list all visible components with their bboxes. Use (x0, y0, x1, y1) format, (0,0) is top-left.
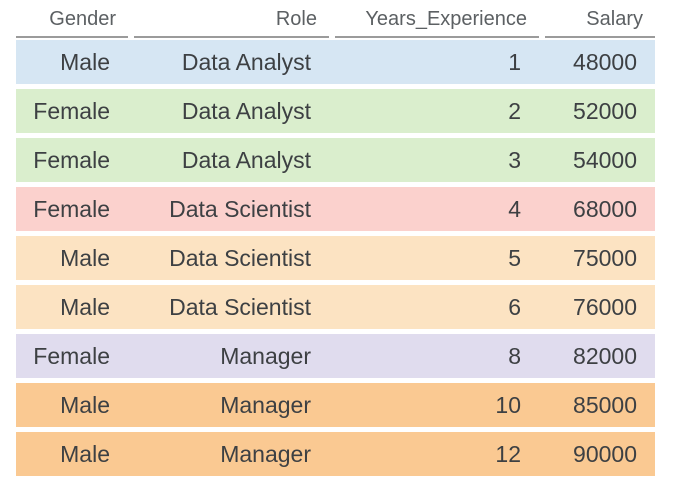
cell-gender: Male (60, 49, 110, 75)
cell-role: Data Analyst (181, 147, 311, 173)
cell-gender: Female (33, 196, 110, 222)
cell-salary: 85000 (573, 392, 637, 418)
table-row: Female Manager 8 82000 (16, 334, 655, 378)
cell-salary: 90000 (573, 441, 637, 467)
cell-salary: 48000 (573, 49, 637, 75)
cell-gender: Male (60, 441, 110, 467)
cell-salary: 68000 (573, 196, 637, 222)
cell-gender: Female (33, 343, 110, 369)
column-header-gender: Gender (16, 0, 128, 38)
cell-years-experience: 12 (495, 441, 521, 467)
table-row: Male Manager 12 90000 (16, 432, 655, 476)
cell-gender: Male (60, 245, 110, 271)
cell-years-experience: 6 (508, 294, 521, 320)
table-row: Female Data Scientist 4 68000 (16, 187, 655, 231)
table-row: Female Data Analyst 3 54000 (16, 138, 655, 182)
cell-years-experience: 5 (508, 245, 521, 271)
cell-salary: 54000 (573, 147, 637, 173)
cell-role: Manager (220, 441, 311, 467)
cell-years-experience: 3 (508, 147, 521, 173)
table-row: Male Manager 10 85000 (16, 383, 655, 427)
cell-gender: Female (33, 98, 110, 124)
table-row: Male Data Scientist 6 76000 (16, 285, 655, 329)
cell-gender: Male (60, 392, 110, 418)
cell-salary: 76000 (573, 294, 637, 320)
cell-years-experience: 1 (508, 49, 521, 75)
cell-gender: Male (60, 294, 110, 320)
column-header-salary: Salary (545, 0, 655, 38)
column-header-years-experience: Years_Experience (335, 0, 539, 38)
cell-gender: Female (33, 147, 110, 173)
cell-years-experience: 4 (508, 196, 521, 222)
cell-salary: 75000 (573, 245, 637, 271)
cell-salary: 52000 (573, 98, 637, 124)
table-row: Female Data Analyst 2 52000 (16, 89, 655, 133)
cell-role: Manager (220, 343, 311, 369)
cell-years-experience: 10 (495, 392, 521, 418)
table-body: Male Data Analyst 1 48000 Female Data Analyst… (16, 40, 655, 476)
cell-salary: 82000 (573, 343, 637, 369)
table-row: Male Data Analyst 1 48000 (16, 40, 655, 84)
column-header-role: Role (134, 0, 329, 38)
cell-role: Data Analyst (181, 49, 311, 75)
cell-role: Data Scientist (169, 196, 311, 222)
cell-role: Data Scientist (169, 245, 311, 271)
cell-role: Manager (220, 392, 311, 418)
table-row: Male Data Scientist 5 75000 (16, 236, 655, 280)
cell-years-experience: 2 (508, 98, 521, 124)
cell-role: Data Analyst (181, 98, 311, 124)
cell-years-experience: 8 (508, 343, 521, 369)
cell-role: Data Scientist (169, 294, 311, 320)
data-table: Gender Role Years_Experience Salary Male… (16, 0, 655, 476)
table-header-row: Gender Role Years_Experience Salary (16, 0, 655, 38)
